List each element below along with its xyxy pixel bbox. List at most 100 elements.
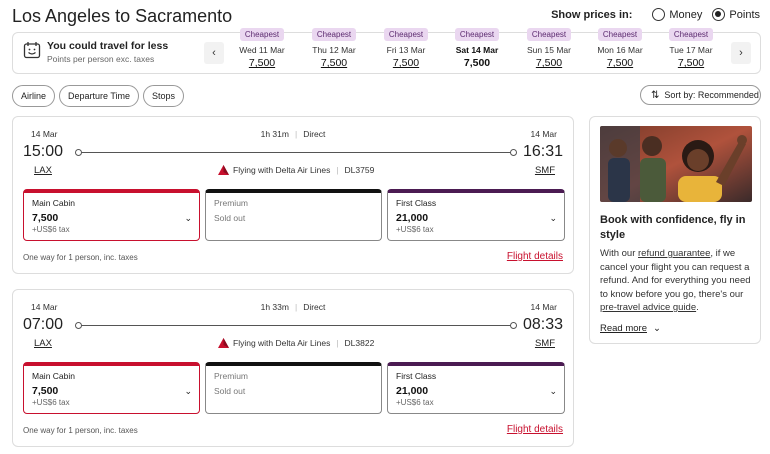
date-option[interactable]: Cheapest Fri 13 Mar 7,500: [371, 24, 441, 69]
date-label: Tue 17 Mar: [669, 45, 713, 55]
flight-details-link[interactable]: Flight details: [506, 251, 563, 262]
price-note: One way for 1 person, inc. taxes: [23, 426, 138, 435]
promo-title: Book with confidence, fly in style: [600, 214, 746, 241]
airline-name: Flying with Delta Air Lines: [233, 338, 331, 348]
main-cabin-option[interactable]: Main Cabin 7,500 +US$6 tax ⌄: [23, 189, 200, 241]
date-price: 7,500: [606, 57, 634, 69]
departure-time: 07:00: [23, 316, 64, 333]
cheapest-badge: Cheapest: [311, 28, 357, 41]
date-strip: You could travel for less Points per per…: [12, 28, 761, 74]
chevron-down-icon: ⌄: [549, 386, 557, 396]
cabin-name: Premium: [214, 198, 249, 208]
cabin-tax: +US$6 tax: [32, 398, 70, 407]
price-toggle: Show prices in: Money Points: [551, 8, 760, 21]
cheapest-badge: Cheapest: [383, 28, 429, 41]
date-label: Mon 16 Mar: [597, 45, 643, 55]
arrival-time: 16:31: [522, 143, 563, 160]
cheapest-badge: Cheapest: [454, 28, 500, 41]
chevron-down-icon: ⌄: [653, 323, 661, 334]
read-more-label: Read more: [600, 323, 647, 334]
price-toggle-label: Show prices in:: [551, 8, 633, 21]
cabin-price: 7,500: [32, 212, 59, 224]
cheapest-badge: Cheapest: [668, 28, 714, 41]
filter-departure-time-button[interactable]: Departure Time: [59, 85, 140, 107]
chevron-down-icon: ⌄: [184, 213, 192, 223]
date-price: 7,500: [535, 57, 563, 69]
first-class-option[interactable]: First Class 21,000 +US$6 tax ⌄: [387, 189, 565, 241]
date-next-button[interactable]: ›: [731, 42, 751, 64]
arrival-date: 14 Mar: [530, 302, 557, 312]
filter-bar: Airline Departure Time Stops: [12, 85, 188, 107]
chevron-down-icon: ⌄: [549, 213, 557, 223]
arrival-date: 14 Mar: [530, 129, 557, 139]
date-label: Wed 11 Mar: [239, 45, 285, 55]
duration-text: 1h 31m: [260, 129, 289, 139]
main-cabin-option[interactable]: Main Cabin 7,500 +US$6 tax ⌄: [23, 362, 200, 414]
date-label: Thu 12 Mar: [312, 45, 356, 55]
refund-guarantee-link[interactable]: refund guarantee: [638, 248, 711, 259]
date-price: 7,500: [320, 57, 348, 69]
date-option[interactable]: Cheapest Tue 17 Mar 7,500: [656, 24, 726, 69]
radio-unchecked-icon: [652, 8, 666, 21]
airline-info: Flying with Delta Air Lines | DL3759: [218, 165, 374, 175]
premium-cabin-option: Premium Sold out: [205, 189, 382, 241]
calendar-smile-icon: [23, 42, 41, 59]
cabin-tax: +US$6 tax: [396, 398, 434, 407]
date-price: 7,500: [392, 57, 420, 69]
read-more-button[interactable]: Read more ⌄: [600, 323, 661, 334]
route-line: [75, 322, 517, 329]
money-radio[interactable]: Money: [652, 8, 702, 21]
cabin-price: 21,000: [396, 385, 429, 397]
filter-airline-button[interactable]: Airline: [12, 85, 56, 107]
departure-airport-link[interactable]: LAX: [34, 165, 52, 176]
cheapest-badge: Cheapest: [597, 28, 643, 41]
points-radio-label: Points: [729, 8, 760, 21]
promo-image: [600, 126, 752, 202]
chevron-down-icon: ⌄: [184, 386, 192, 396]
page-title: Los Angeles to Sacramento: [12, 6, 233, 26]
date-prev-button[interactable]: ‹: [204, 42, 224, 64]
stops-text: Direct: [303, 302, 326, 312]
date-label: Sun 15 Mar: [527, 45, 571, 55]
departure-date: 14 Mar: [31, 129, 58, 139]
travel-less-headline: You could travel for less: [47, 40, 169, 52]
airline-info: Flying with Delta Air Lines | DL3822: [218, 338, 374, 348]
promo-text: .: [696, 302, 699, 313]
filter-stops-button[interactable]: Stops: [143, 85, 185, 107]
cabin-name: Main Cabin: [32, 198, 75, 208]
cabin-tax: +US$6 tax: [32, 225, 70, 234]
cabin-name: First Class: [396, 198, 437, 208]
promo-card: Book with confidence, fly in style With …: [589, 116, 761, 344]
cabin-price: 7,500: [32, 385, 59, 397]
date-price: 7,500: [248, 57, 276, 69]
flight-number: DL3759: [344, 165, 375, 175]
arrival-airport-link[interactable]: SMF: [534, 165, 555, 176]
points-radio[interactable]: Points: [712, 8, 760, 21]
arrival-airport-link[interactable]: SMF: [534, 338, 555, 349]
departure-airport-link[interactable]: LAX: [34, 338, 52, 349]
sort-button[interactable]: ⇅ Sort by: Recommended: [640, 85, 761, 105]
flight-card: 14 Mar 14 Mar 07:00 08:33 1h 33m | Direct …: [12, 289, 574, 447]
cabin-name: Main Cabin: [32, 371, 75, 381]
promo-text: , if we cancel your flight you can reque…: [600, 248, 751, 300]
date-option[interactable]: Cheapest Mon 16 Mar 7,500: [585, 24, 655, 69]
date-option[interactable]: Cheapest Wed 11 Mar 7,500: [227, 24, 297, 69]
sort-label: Sort by: Recommended: [664, 90, 759, 100]
sold-out-text: Sold out: [214, 386, 246, 396]
date-option-selected[interactable]: Cheapest Sat 14 Mar 7,500: [442, 24, 512, 69]
flight-details-link[interactable]: Flight details: [506, 424, 563, 435]
cabin-name: Premium: [214, 371, 249, 381]
arrival-time: 08:33: [522, 316, 563, 333]
cheapest-badge: Cheapest: [239, 28, 285, 41]
flight-duration: 1h 31m | Direct: [260, 129, 326, 139]
date-option[interactable]: Cheapest Sun 15 Mar 7,500: [514, 24, 584, 69]
first-class-option[interactable]: First Class 21,000 +US$6 tax ⌄: [387, 362, 565, 414]
travellers-photo-icon: [600, 126, 752, 202]
travel-less-subline: Points per person exc. taxes: [47, 54, 155, 64]
flight-number: DL3822: [344, 338, 375, 348]
pre-travel-advice-link[interactable]: pre-travel advice guide: [600, 302, 697, 313]
promo-body: With our refund guarantee, if we cancel …: [600, 247, 755, 315]
date-label: Fri 13 Mar: [386, 45, 426, 55]
date-option[interactable]: Cheapest Thu 12 Mar 7,500: [299, 24, 369, 69]
promo-text: With our: [600, 248, 639, 259]
